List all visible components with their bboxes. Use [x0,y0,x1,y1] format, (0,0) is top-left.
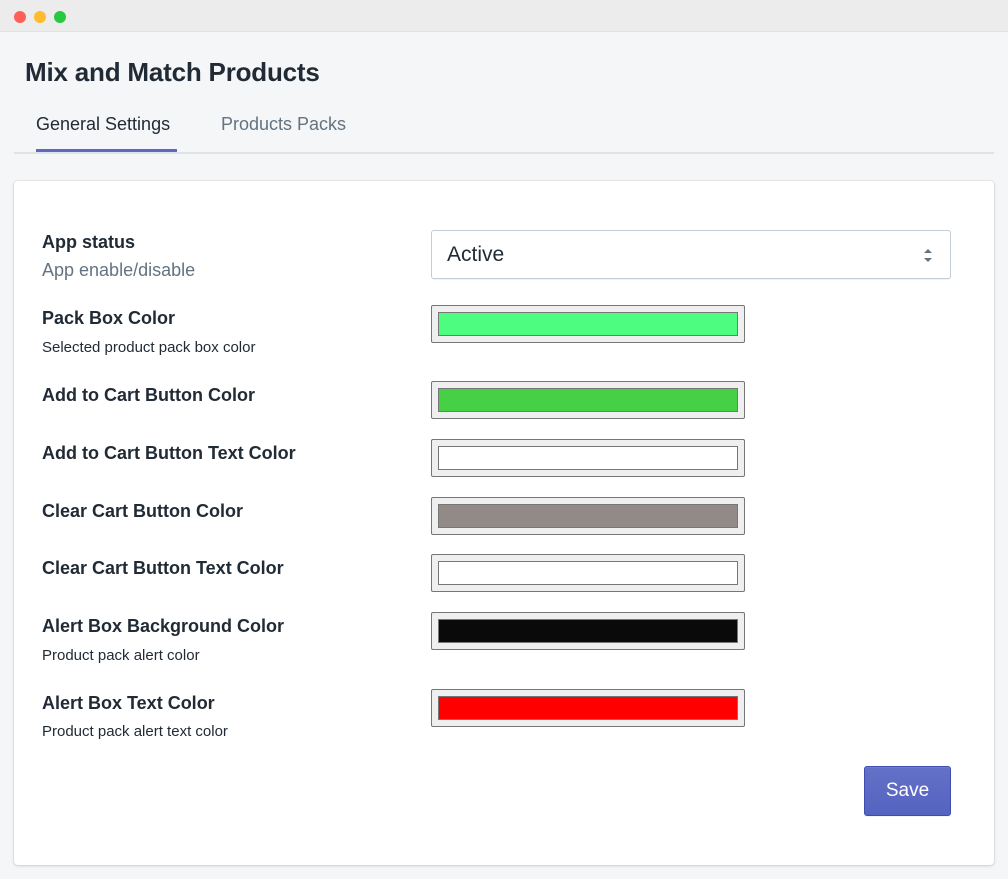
app-status-help: App enable/disable [42,260,196,280]
pack-box-color-help: Selected product pack box color [42,339,256,356]
minimize-window-icon[interactable] [34,11,46,23]
clear-cart-text-color-label: Clear Cart Button Text Color [42,558,284,578]
tab-bar: General Settings Products Packs [14,100,994,154]
select-arrows-icon [924,249,932,262]
close-window-icon[interactable] [14,11,26,23]
tab-general-settings[interactable]: General Settings [36,114,171,134]
add-to-cart-text-color-input[interactable] [431,439,745,477]
alert-bg-color-label: Alert Box Background Color [42,616,285,636]
pack-box-color-label: Pack Box Color [42,308,176,328]
save-button[interactable]: Save [864,766,951,816]
add-to-cart-color-label: Add to Cart Button Color [42,385,255,405]
app-status-value: Active [447,243,505,266]
window-titlebar [0,0,1008,32]
clear-cart-color-label: Clear Cart Button Color [42,501,244,521]
alert-bg-color-swatch [438,619,738,643]
alert-bg-color-help: Product pack alert color [42,647,200,664]
alert-text-color-input[interactable] [431,689,745,727]
pack-box-color-input[interactable] [431,305,745,343]
add-to-cart-text-color-label: Add to Cart Button Text Color [42,443,296,463]
clear-cart-color-input[interactable] [431,497,745,535]
clear-cart-color-swatch [438,504,738,528]
settings-card: App status App enable/disable Active Pac… [14,181,994,865]
app-status-select[interactable]: Active [431,230,951,279]
clear-cart-text-color-input[interactable] [431,554,745,592]
add-to-cart-text-color-swatch [438,446,738,470]
alert-text-color-help: Product pack alert text color [42,723,228,740]
tab-products-packs[interactable]: Products Packs [221,114,347,134]
page-title: Mix and Match Products [25,57,320,87]
alert-text-color-label: Alert Box Text Color [42,693,215,713]
add-to-cart-color-input[interactable] [431,381,745,419]
add-to-cart-color-swatch [438,388,738,412]
app-status-label: App status [42,232,136,252]
zoom-window-icon[interactable] [54,11,66,23]
clear-cart-text-color-swatch [438,561,738,585]
active-tab-indicator [36,149,177,152]
pack-box-color-swatch [438,312,738,336]
alert-text-color-swatch [438,696,738,720]
alert-bg-color-input[interactable] [431,612,745,650]
